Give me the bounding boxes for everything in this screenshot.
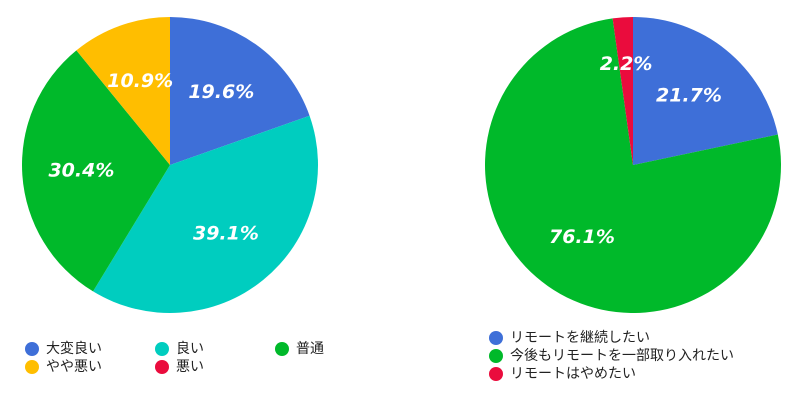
pie-slice [93,115,318,313]
legend-marker [275,342,289,356]
legend-label: やや悪い [46,359,102,375]
legend-label: リモートを継続したい [510,329,650,346]
legend-marker [155,342,169,356]
legend-marker [155,360,169,374]
legend-label: リモートはやめたい [510,366,636,382]
legend-label: 大変良い [46,340,102,357]
legend-label: 今後もリモートを一部取り入れたい [510,348,734,364]
value-label: 19.6% [188,81,254,103]
value-label: 39.1% [193,222,259,244]
legend-marker [489,367,503,381]
pie-slice [21,50,171,292]
legend-label: 普通 [296,341,324,357]
legend-marker [25,360,39,374]
legend-marker [489,349,503,363]
value-label: 10.9% [107,70,173,92]
value-label: 30.4% [48,160,114,182]
pie-slice [612,17,633,165]
legend-marker [489,331,503,345]
legend-label: 悪い [176,359,204,375]
legend-label: 良い [176,341,204,357]
legend-marker [25,342,39,356]
pie-slice [485,18,781,313]
pie-slice [76,17,170,165]
value-label: 2.2% [600,53,653,75]
value-label: 76.1% [549,226,615,248]
pie-slice [170,17,310,165]
value-label: 21.7% [656,85,722,107]
pie-slice [633,17,778,165]
